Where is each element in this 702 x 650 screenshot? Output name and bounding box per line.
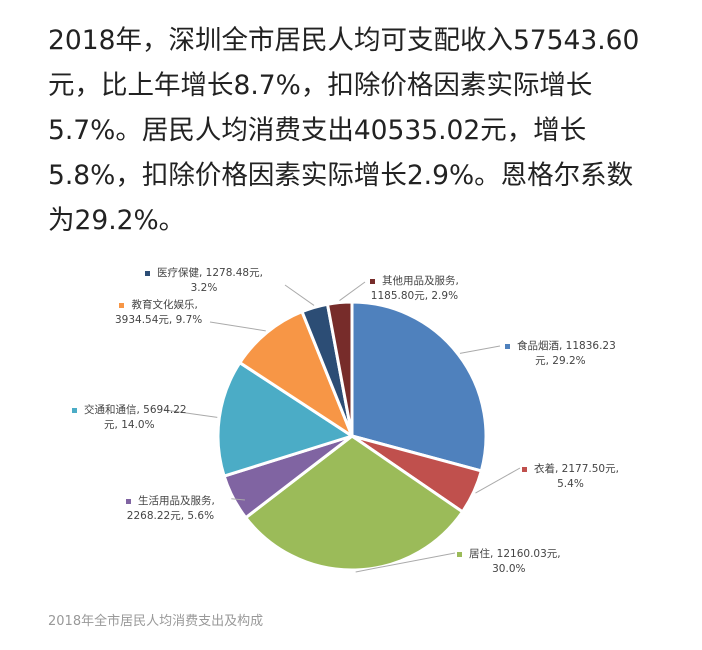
pie-slice	[216, 360, 356, 478]
pie-slice	[243, 434, 465, 572]
slice-label-line: 医疗保健, 1278.48元,	[157, 267, 263, 279]
legend-swatch	[72, 407, 77, 413]
slice-label-line: 衣着, 2177.50元,	[534, 463, 619, 475]
legend-swatch	[370, 278, 375, 284]
leader-line	[475, 467, 521, 494]
slice-label-line: 1185.80元, 2.9%	[370, 290, 459, 302]
slice-label: 交通和通信, 5694.22 元, 14.0%	[72, 403, 187, 433]
legend-swatch	[145, 270, 150, 276]
paragraph-line: 5.7%。居民人均消费支出40535.02元，增长	[48, 115, 587, 146]
slice-label-line: 30.0%	[492, 563, 526, 575]
slice-label-line: 其他用品及服务,	[382, 275, 459, 287]
intro-paragraph: 2018年，深圳全市居民人均可支配收入57543.60 元，比上年增长8.7%，…	[48, 18, 688, 243]
legend-swatch	[126, 498, 131, 504]
leader-line	[231, 498, 246, 501]
slice-label: 教育文化娱乐, 3934.54元, 9.7%	[115, 298, 202, 328]
leader-line	[459, 345, 501, 354]
slice-label-line: 交通和通信, 5694.22	[84, 404, 187, 416]
leader-line	[339, 281, 366, 301]
leader-line	[284, 284, 315, 306]
paragraph-line: 2018年，深圳全市居民人均可支配收入57543.60	[48, 25, 640, 56]
slice-label-line: 元, 14.0%	[104, 419, 155, 431]
slice-label-line: 教育文化娱乐,	[131, 299, 198, 311]
slice-label-line: 5.4%	[557, 478, 584, 490]
legend-swatch	[457, 551, 462, 557]
paragraph-line: 5.8%，扣除价格因素实际增长2.9%。恩格尔系数	[48, 160, 634, 191]
leader-line	[164, 409, 218, 418]
pie-slice	[325, 300, 354, 437]
pie-slice	[350, 300, 488, 473]
legend-swatch	[505, 343, 510, 349]
paragraph-line: 为29.2%。	[48, 205, 186, 236]
chart-caption: 2018年全市居民人均消费支出及构成	[48, 614, 264, 629]
paragraph-line: 元，比上年增长8.7%，扣除价格因素实际增长	[48, 70, 593, 101]
slice-label-line: 元, 29.2%	[535, 355, 586, 367]
slice-label: 其他用品及服务, 1185.80元, 2.9%	[370, 274, 459, 304]
slice-label-line: 3934.54元, 9.7%	[115, 314, 203, 326]
slice-label: 居住, 12160.03元, 30.0%	[457, 547, 561, 577]
slice-label: 食品烟酒, 11836.23 元, 29.2%	[505, 339, 616, 369]
legend-swatch	[119, 302, 125, 308]
slice-label: 衣着, 2177.50元, 5.4%	[522, 462, 619, 492]
slice-label-line: 3.2%	[190, 282, 218, 294]
leader-line	[209, 321, 266, 332]
slice-label-line: 2268.22元, 5.6%	[126, 510, 215, 522]
leader-line	[355, 552, 456, 573]
slice-label-line: 生活用品及服务,	[138, 495, 215, 507]
slice-label-line: 食品烟酒, 11836.23	[517, 340, 616, 352]
pie-slice	[237, 309, 356, 440]
slice-label: 医疗保健, 1278.48元, 3.2%	[145, 266, 263, 296]
legend-swatch	[522, 466, 527, 472]
slice-label-line: 居住, 12160.03元,	[469, 548, 561, 560]
slice-label: 生活用品及服务, 2268.22元, 5.6%	[126, 494, 215, 524]
